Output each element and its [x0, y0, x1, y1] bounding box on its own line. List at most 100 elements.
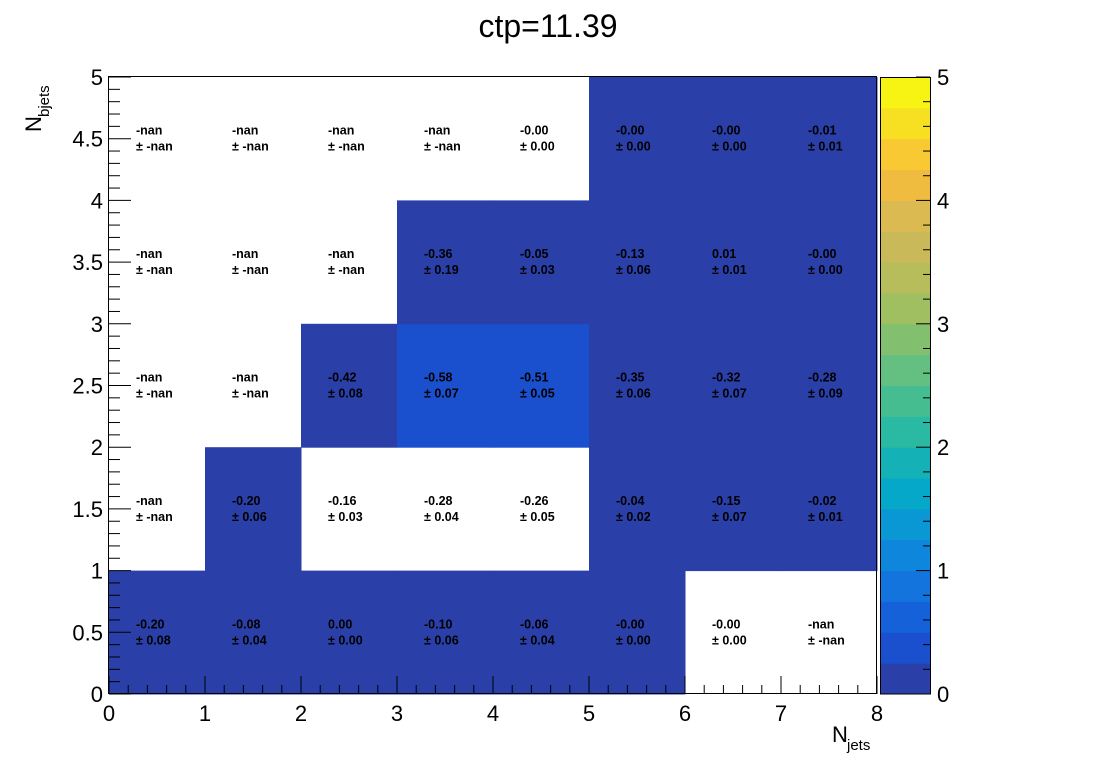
- cell-error-label: ± -nan: [808, 633, 845, 647]
- z-tick-label: 4: [937, 188, 949, 213]
- color-scale-swatch: [880, 601, 930, 633]
- cell-value-label: -nan: [328, 124, 354, 138]
- heatmap-cell: [301, 570, 398, 695]
- y-axis-label: N bjets: [21, 85, 53, 132]
- x-axis-label-main: N: [832, 722, 848, 747]
- color-scale-swatch: [880, 447, 930, 479]
- color-scale-swatch: [880, 292, 930, 325]
- cell-error-label: ± -nan: [136, 263, 173, 277]
- heatmap-cell: [589, 77, 686, 201]
- color-scale-swatch: [880, 262, 930, 294]
- cell-error-label: ± -nan: [232, 140, 269, 154]
- cell-value-label: -0.08: [232, 617, 261, 631]
- color-scale-swatch: [880, 169, 930, 201]
- cell-error-label: ± 0.05: [520, 510, 555, 524]
- cell-value-label: -nan: [328, 247, 354, 261]
- cell-value-label: -0.32: [712, 371, 741, 385]
- z-tick-label: 5: [937, 65, 949, 90]
- z-tick-label: 3: [937, 312, 949, 337]
- cell-value-label: -nan: [136, 371, 162, 385]
- cell-error-label: ± 0.00: [808, 263, 843, 277]
- y-tick-label: 0: [91, 682, 103, 707]
- cell-value-label: -0.00: [712, 124, 741, 138]
- x-tick-label: 8: [871, 701, 883, 726]
- heatmap-cells: [109, 77, 878, 695]
- heatmap-cell: [781, 77, 878, 201]
- cell-value-label: -nan: [136, 247, 162, 261]
- color-scale-swatch: [880, 632, 930, 664]
- heatmap-cell: [397, 200, 494, 325]
- cell-error-label: ± -nan: [136, 387, 173, 401]
- cell-error-label: ± 0.08: [136, 633, 171, 647]
- y-tick-label: 1: [91, 559, 103, 584]
- heatmap-cell: [205, 447, 302, 572]
- z-tick-label: 2: [937, 435, 949, 460]
- cell-value-label: -0.01: [808, 124, 837, 138]
- y-tick-label: 4.5: [72, 127, 103, 152]
- cell-value-label: -nan: [232, 247, 258, 261]
- cell-error-label: ± 0.03: [520, 263, 555, 277]
- cell-error-label: ± 0.01: [712, 263, 747, 277]
- cell-error-label: ± 0.00: [712, 633, 747, 647]
- cell-value-label: -nan: [232, 124, 258, 138]
- cell-value-label: -nan: [808, 617, 834, 631]
- y-axis: 0 0.5 1 1.5 2 2.5 3 3.5 4 4.5 5: [72, 65, 131, 707]
- cell-value-label: -0.26: [520, 494, 549, 508]
- cell-error-label: ± 0.08: [328, 387, 363, 401]
- cell-value-label: -0.10: [424, 617, 453, 631]
- cell-error-label: ± 0.00: [328, 633, 363, 647]
- cell-error-label: ± 0.04: [232, 633, 267, 647]
- x-axis: 0 1 2 3 4 5 6 7 8: [103, 676, 883, 726]
- color-scale-swatch: [880, 539, 930, 572]
- cell-error-label: ± 0.01: [808, 140, 843, 154]
- heatmap-cell: [397, 570, 494, 695]
- cell-error-label: ± 0.00: [616, 633, 651, 647]
- y-tick-label: 0.5: [72, 620, 103, 645]
- cell-error-label: ± 0.01: [808, 510, 843, 524]
- x-tick-label: 7: [775, 701, 787, 726]
- y-tick-label: 4: [91, 188, 103, 213]
- heatmap-cell: [685, 447, 782, 572]
- cell-error-label: ± -nan: [232, 387, 269, 401]
- cell-value-label: -0.16: [328, 494, 357, 508]
- color-scale-bar: [880, 77, 931, 695]
- color-scale-swatch: [880, 478, 930, 510]
- color-scale-swatch: [880, 416, 930, 448]
- x-tick-label: 2: [295, 701, 307, 726]
- y-axis-label-main: N: [21, 116, 46, 132]
- x-axis-label-sub: jets: [846, 737, 870, 754]
- cell-error-label: ± -nan: [328, 263, 365, 277]
- heatmap-cell: [589, 570, 686, 695]
- cell-error-label: ± 0.06: [424, 633, 459, 647]
- cell-error-label: ± -nan: [232, 263, 269, 277]
- cell-error-label: ± 0.04: [520, 633, 555, 647]
- cell-value-label: -0.00: [808, 247, 837, 261]
- heatmap-cell: [589, 200, 686, 325]
- heatmap-cell: [493, 570, 590, 695]
- y-tick-label: 5: [91, 65, 103, 90]
- cell-error-label: ± 0.06: [616, 387, 651, 401]
- cell-error-label: ± 0.00: [616, 140, 651, 154]
- y-tick-label: 3.5: [72, 250, 103, 275]
- heatmap-cell: [493, 323, 590, 448]
- cell-error-label: ± 0.19: [424, 263, 459, 277]
- cell-error-label: ± 0.02: [616, 510, 651, 524]
- heatmap-cell: [397, 323, 494, 448]
- heatmap-cell: [493, 200, 590, 325]
- cell-error-label: ± 0.07: [712, 510, 747, 524]
- cell-error-label: ± 0.03: [328, 510, 363, 524]
- x-tick-label: 6: [679, 701, 691, 726]
- y-tick-label: 1.5: [72, 497, 103, 522]
- heatmap-cell: [685, 200, 782, 325]
- x-tick-label: 5: [583, 701, 595, 726]
- x-tick-label: 0: [103, 701, 115, 726]
- cell-value-label: -0.35: [616, 371, 645, 385]
- cell-error-label: ± -nan: [136, 510, 173, 524]
- cell-error-label: ± 0.00: [712, 140, 747, 154]
- y-tick-label: 2.5: [72, 374, 103, 399]
- x-tick-label: 4: [487, 701, 499, 726]
- cell-error-label: ± 0.09: [808, 387, 843, 401]
- x-axis-label: N jets: [832, 722, 870, 754]
- cell-error-label: ± 0.05: [520, 387, 555, 401]
